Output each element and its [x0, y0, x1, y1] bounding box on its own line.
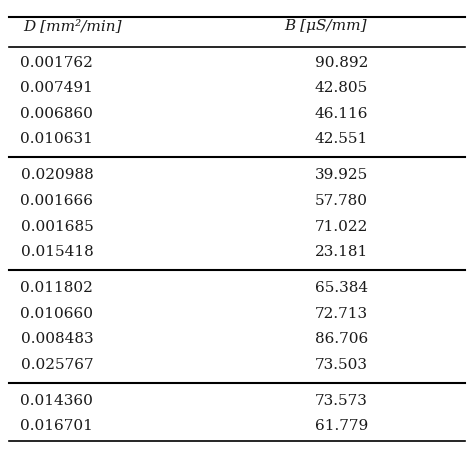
Text: 0.014360: 0.014360 [20, 394, 93, 408]
Text: 39.925: 39.925 [315, 168, 368, 182]
Text: 0.010631: 0.010631 [20, 132, 93, 146]
Text: 0.001762: 0.001762 [20, 55, 93, 70]
Text: D [mm²/min]: D [mm²/min] [24, 19, 122, 33]
Text: 0.015418: 0.015418 [20, 245, 93, 259]
Text: 0.016701: 0.016701 [20, 419, 93, 433]
Text: 0.006860: 0.006860 [20, 107, 93, 121]
Text: 72.713: 72.713 [315, 307, 368, 321]
Text: 71.022: 71.022 [315, 219, 368, 234]
Text: 90.892: 90.892 [315, 55, 368, 70]
Text: 0.001685: 0.001685 [20, 219, 93, 234]
Text: 0.010660: 0.010660 [20, 307, 93, 321]
Text: 0.020988: 0.020988 [20, 168, 93, 182]
Text: 23.181: 23.181 [315, 245, 368, 259]
Text: 61.779: 61.779 [315, 419, 368, 433]
Text: B [μS/mm]: B [μS/mm] [284, 19, 367, 33]
Text: 46.116: 46.116 [315, 107, 368, 121]
Text: 42.805: 42.805 [315, 81, 368, 95]
Text: 73.573: 73.573 [315, 394, 368, 408]
Text: 0.011802: 0.011802 [20, 281, 93, 295]
Text: 0.025767: 0.025767 [20, 358, 93, 372]
Text: 73.503: 73.503 [315, 358, 368, 372]
Text: 57.780: 57.780 [315, 194, 368, 208]
Text: 86.706: 86.706 [315, 332, 368, 346]
Text: 65.384: 65.384 [315, 281, 368, 295]
Text: 0.007491: 0.007491 [20, 81, 93, 95]
Text: 0.001666: 0.001666 [20, 194, 93, 208]
Text: 0.008483: 0.008483 [20, 332, 93, 346]
Text: 42.551: 42.551 [315, 132, 368, 146]
